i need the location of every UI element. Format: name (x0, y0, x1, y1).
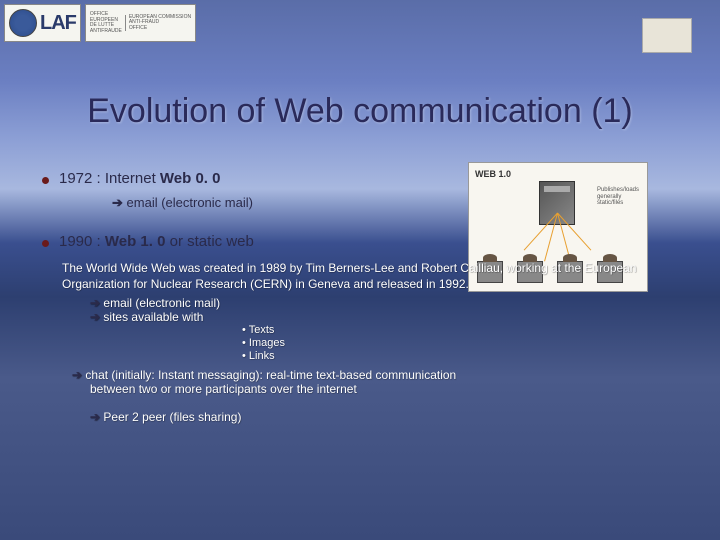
arrow-sites: ➔ sites available with (90, 310, 690, 324)
tiny-images: • Images (242, 337, 690, 349)
bullet-1972: 1972 : Internet Web 0. 0 (42, 170, 690, 187)
logo-bar: LAF OFFICE EUROPEEN DE LUTTE ANTIFRAUDE … (0, 0, 200, 46)
tiny-links: • Links (242, 350, 690, 362)
olaf-logo: LAF (4, 4, 81, 42)
arrow-icon: ➔ (90, 310, 100, 324)
sub-1972: ➔ email (electronic mail) (112, 195, 690, 211)
bullet-1990: 1990 : Web 1. 0 or static web (42, 233, 690, 250)
page-title: Evolution of Web communication (1) (0, 92, 720, 131)
arrow-email-2: ➔ email (electronic mail) (90, 296, 690, 310)
arrow-icon: ➔ (72, 368, 82, 382)
content: 1972 : Internet Web 0. 0 ➔ email (electr… (42, 170, 690, 424)
chat-line2: between two or more participants over th… (90, 382, 690, 396)
tiny-texts: • Texts (242, 324, 690, 336)
arrow-p2p: ➔ Peer 2 peer (files sharing) (90, 410, 690, 424)
globe-icon (9, 9, 37, 37)
arrow-icon: ➔ (90, 296, 100, 310)
bullet-1972-text: 1972 : Internet Web 0. 0 (59, 170, 221, 187)
bullet-1990-text: 1990 : Web 1. 0 or static web (59, 233, 254, 250)
arrow-email-1: ➔ email (electronic mail) (112, 195, 690, 211)
arrow-icon: ➔ (112, 195, 123, 210)
arrow-icon: ➔ (90, 410, 100, 424)
paragraph-www: The World Wide Web was created in 1989 b… (62, 260, 690, 292)
tiny-bullets: • Texts • Images • Links (242, 324, 690, 362)
bullet-dot-icon (42, 240, 49, 247)
logo-subtitle: OFFICE EUROPEEN DE LUTTE ANTIFRAUDE EURO… (85, 4, 196, 42)
bullet-dot-icon (42, 177, 49, 184)
arrow-chat: ➔ chat (initially: Instant messaging): r… (72, 368, 690, 382)
logo-text: LAF (40, 12, 76, 35)
badge-right (642, 18, 692, 53)
